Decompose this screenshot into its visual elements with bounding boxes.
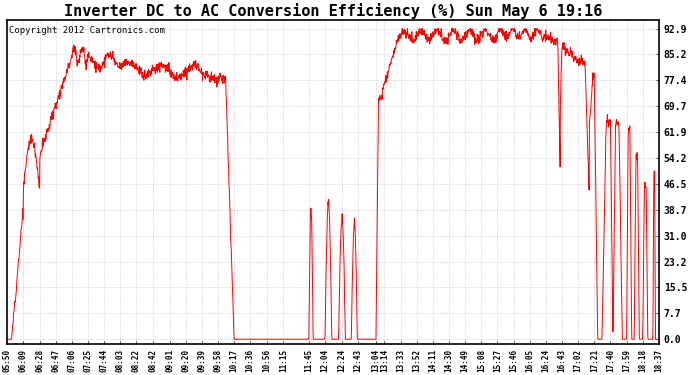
Text: Copyright 2012 Cartronics.com: Copyright 2012 Cartronics.com — [8, 26, 164, 35]
Title: Inverter DC to AC Conversion Efficiency (%) Sun May 6 19:16: Inverter DC to AC Conversion Efficiency … — [64, 3, 602, 19]
